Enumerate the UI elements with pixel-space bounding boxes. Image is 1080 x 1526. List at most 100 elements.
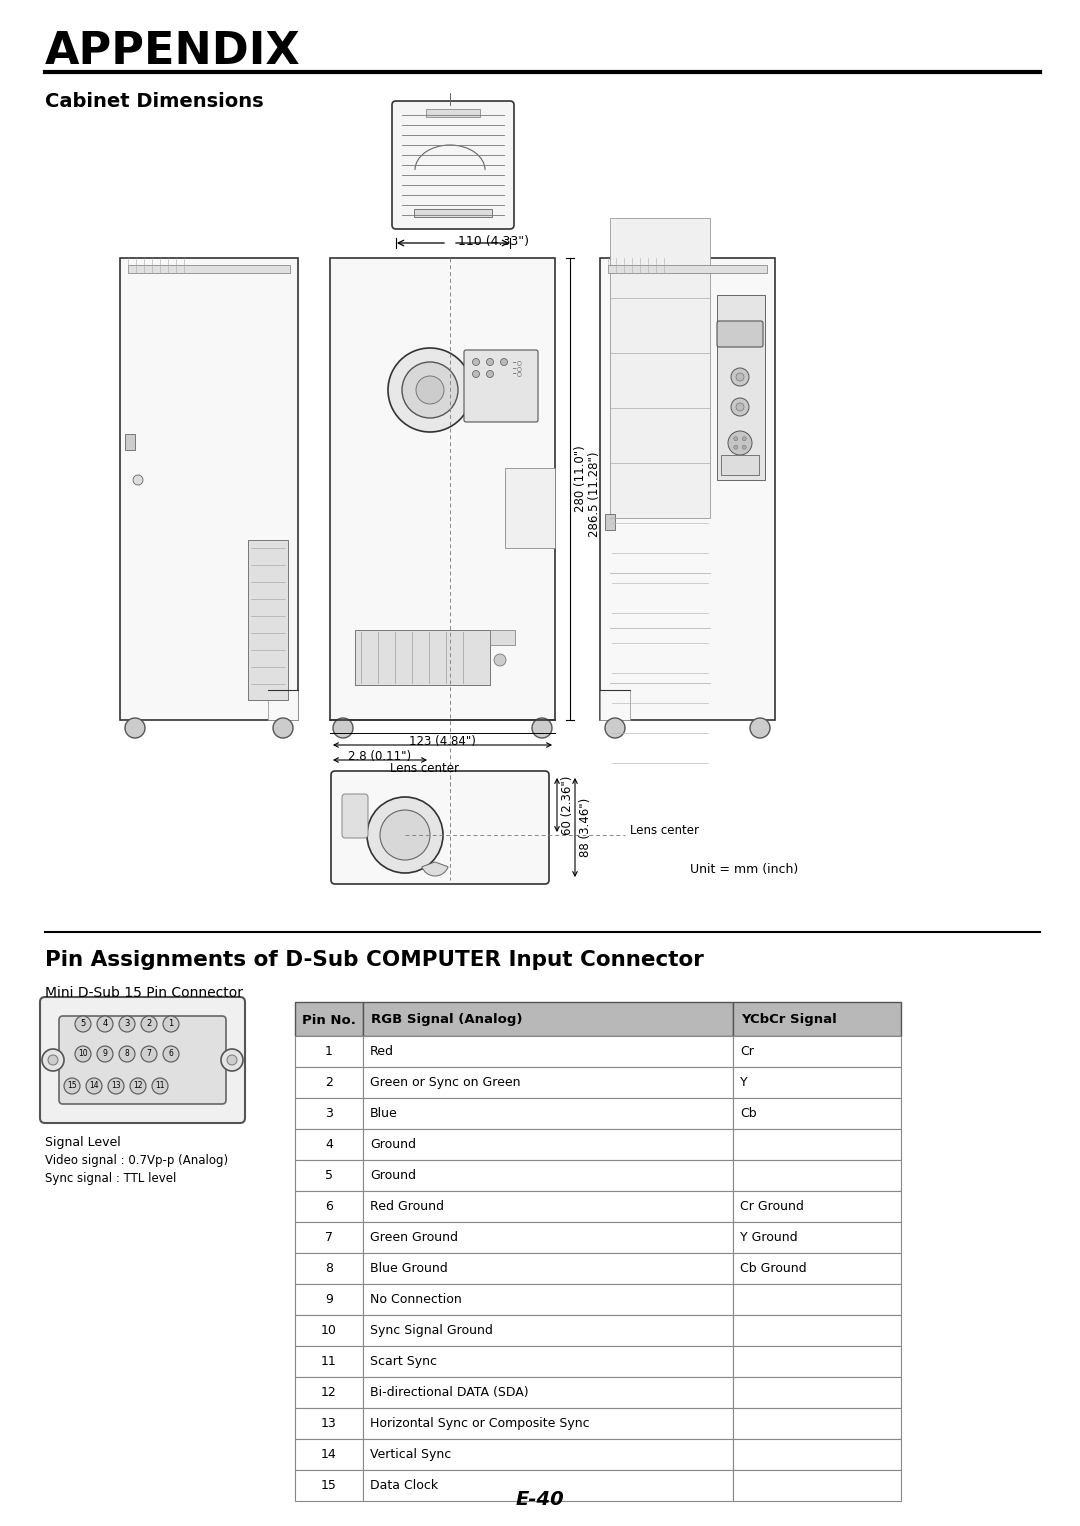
Text: 7: 7	[325, 1231, 333, 1244]
Text: Bi-directional DATA (SDA): Bi-directional DATA (SDA)	[370, 1386, 528, 1399]
Text: 12: 12	[133, 1082, 143, 1091]
Text: Y: Y	[740, 1076, 747, 1090]
Bar	[363, 1439, 733, 1470]
Text: ─ ○
─ ○
─ ○: ─ ○ ─ ○ ─ ○	[512, 360, 522, 377]
Text: 1: 1	[325, 1045, 333, 1058]
Bar	[363, 1067, 733, 1099]
Circle shape	[221, 1048, 243, 1071]
Text: Unit = mm (inch): Unit = mm (inch)	[690, 864, 798, 876]
Bar	[733, 1067, 901, 1099]
Bar	[733, 1003, 901, 1036]
Text: 88 (3.46"): 88 (3.46")	[579, 798, 592, 856]
Circle shape	[152, 1077, 168, 1094]
Text: 4: 4	[103, 1019, 108, 1029]
Text: Blue: Blue	[370, 1106, 397, 1120]
Bar	[733, 1160, 901, 1190]
Circle shape	[742, 436, 746, 441]
Text: Data Clock: Data Clock	[370, 1479, 438, 1492]
Bar	[295, 1222, 363, 1253]
Bar	[295, 1315, 363, 1346]
Circle shape	[486, 359, 494, 366]
Bar	[733, 1099, 901, 1129]
FancyBboxPatch shape	[392, 101, 514, 229]
Bar	[733, 1253, 901, 1283]
Circle shape	[227, 1054, 237, 1065]
Text: 8: 8	[124, 1050, 130, 1059]
Bar	[363, 1283, 733, 1315]
Bar	[295, 1129, 363, 1160]
Text: 6: 6	[325, 1199, 333, 1213]
Text: 11: 11	[156, 1082, 165, 1091]
Bar	[295, 1160, 363, 1190]
Text: Pin No.: Pin No.	[302, 1013, 356, 1027]
Bar	[363, 1315, 733, 1346]
FancyBboxPatch shape	[717, 320, 762, 346]
Circle shape	[500, 359, 508, 366]
Text: 8: 8	[325, 1262, 333, 1276]
Circle shape	[728, 430, 752, 455]
Circle shape	[605, 719, 625, 739]
FancyBboxPatch shape	[40, 996, 245, 1123]
Bar	[426, 108, 480, 118]
Text: 15: 15	[321, 1479, 337, 1492]
Text: 9: 9	[103, 1050, 107, 1059]
Text: 110 (4.33"): 110 (4.33")	[458, 235, 529, 247]
Bar	[605, 514, 615, 530]
Text: 11: 11	[321, 1355, 337, 1367]
Text: Red Ground: Red Ground	[370, 1199, 444, 1213]
Circle shape	[125, 719, 145, 739]
Bar	[295, 1346, 363, 1376]
Text: Pin Assignments of D-Sub COMPUTER Input Connector: Pin Assignments of D-Sub COMPUTER Input …	[45, 951, 704, 971]
Bar	[295, 1099, 363, 1129]
Bar	[295, 1283, 363, 1315]
Circle shape	[119, 1045, 135, 1062]
Wedge shape	[422, 862, 448, 876]
Text: 60 (2.36"): 60 (2.36")	[561, 775, 573, 835]
Circle shape	[333, 719, 353, 739]
Text: E-40: E-40	[515, 1489, 565, 1509]
Text: Vertical Sync: Vertical Sync	[370, 1448, 451, 1460]
Bar	[363, 1346, 733, 1376]
Bar	[295, 1067, 363, 1099]
Bar	[295, 1003, 363, 1036]
Bar	[363, 1222, 733, 1253]
FancyBboxPatch shape	[59, 1016, 226, 1103]
Text: Sync Signal Ground: Sync Signal Ground	[370, 1325, 492, 1337]
Text: Blue Ground: Blue Ground	[370, 1262, 448, 1276]
Circle shape	[735, 403, 744, 410]
Circle shape	[494, 655, 507, 665]
Bar	[295, 1036, 363, 1067]
Bar	[295, 1253, 363, 1283]
Text: 123 (4.84"): 123 (4.84")	[409, 736, 476, 748]
Bar	[717, 295, 765, 481]
Circle shape	[735, 372, 744, 382]
Bar	[363, 1408, 733, 1439]
Text: Green or Sync on Green: Green or Sync on Green	[370, 1076, 521, 1090]
Bar	[363, 1036, 733, 1067]
Circle shape	[273, 719, 293, 739]
Circle shape	[733, 446, 738, 449]
Text: 13: 13	[111, 1082, 121, 1091]
Bar	[733, 1129, 901, 1160]
Circle shape	[86, 1077, 102, 1094]
Circle shape	[108, 1077, 124, 1094]
Text: Video signal : 0.7Vp-p (Analog): Video signal : 0.7Vp-p (Analog)	[45, 1154, 228, 1167]
Circle shape	[416, 375, 444, 404]
Bar	[295, 1408, 363, 1439]
Circle shape	[402, 362, 458, 418]
Text: 286.5 (11.28"): 286.5 (11.28")	[588, 452, 600, 537]
Bar	[355, 630, 490, 685]
Bar	[721, 455, 759, 475]
Bar	[295, 1376, 363, 1408]
Bar	[733, 1376, 901, 1408]
Bar	[733, 1408, 901, 1439]
Bar	[363, 1129, 733, 1160]
Circle shape	[163, 1045, 179, 1062]
Bar	[733, 1283, 901, 1315]
Text: Cabinet Dimensions: Cabinet Dimensions	[45, 92, 264, 111]
Circle shape	[64, 1077, 80, 1094]
Text: 10: 10	[78, 1050, 87, 1059]
Text: 2: 2	[147, 1019, 151, 1029]
Bar	[733, 1222, 901, 1253]
Text: APPENDIX: APPENDIX	[45, 31, 300, 73]
